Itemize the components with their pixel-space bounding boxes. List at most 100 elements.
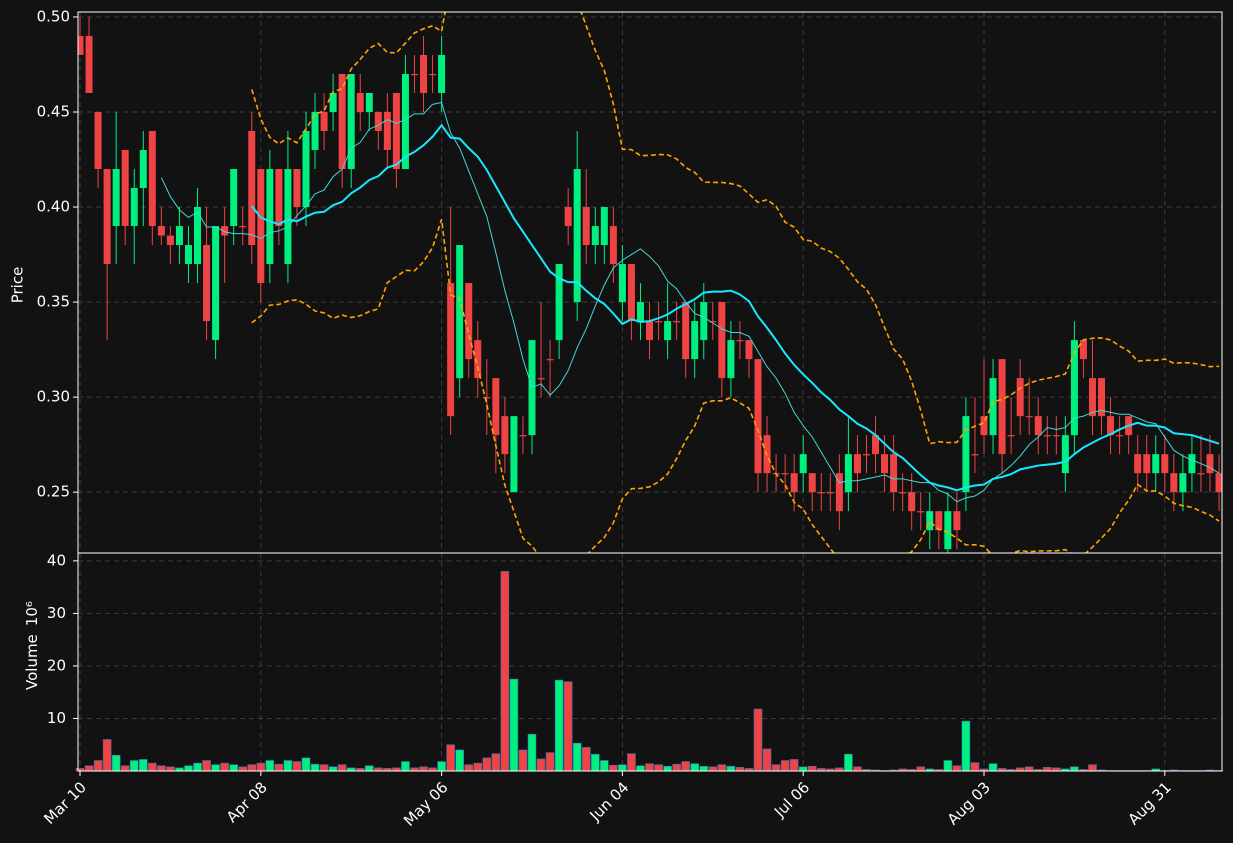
- volume-bar: [708, 766, 718, 772]
- volume-bar: [672, 763, 681, 772]
- candle-body: [1052, 435, 1060, 437]
- volume-bar: [211, 764, 220, 772]
- volume-bar: [554, 679, 564, 772]
- candle-body: [356, 92, 364, 112]
- volume-bar: [256, 762, 266, 772]
- candle-body: [1116, 435, 1124, 437]
- candle-body: [546, 359, 554, 361]
- volume-bar: [970, 762, 980, 772]
- volume-bar: [310, 763, 320, 772]
- candle-body: [1098, 378, 1106, 417]
- candle-body: [655, 321, 663, 323]
- candle-body: [456, 245, 464, 379]
- candle-body: [420, 54, 428, 93]
- candle-body: [212, 226, 220, 341]
- candle-body: [1088, 378, 1096, 417]
- candle-body: [826, 492, 834, 494]
- candle-body: [429, 73, 437, 76]
- y-tick-label: 0.50: [37, 7, 70, 25]
- candle-body: [745, 340, 753, 360]
- candle-body: [691, 321, 699, 360]
- candle-body: [103, 169, 111, 265]
- candle-body: [609, 226, 617, 265]
- volume-bar: [482, 757, 492, 772]
- volume-bar: [844, 753, 853, 772]
- candle-body: [1188, 454, 1196, 474]
- volume-tick-label: 10: [47, 709, 66, 727]
- volume-bar: [1088, 764, 1097, 772]
- candle-body: [347, 73, 355, 170]
- candle-body: [166, 235, 174, 246]
- volume-bar: [645, 763, 654, 772]
- candle-body: [899, 492, 907, 494]
- volume-tick-label: 30: [47, 604, 66, 622]
- volume-tick-label: 40: [47, 551, 66, 569]
- candle-body: [917, 511, 925, 513]
- candle-body: [194, 207, 202, 265]
- candle-body: [1161, 454, 1169, 474]
- candle-body: [872, 435, 880, 455]
- short-moving-average: [160, 101, 1220, 503]
- candle-body: [230, 169, 238, 227]
- volume-label: Volume: [23, 634, 41, 690]
- candle-body: [700, 302, 708, 341]
- volume-bar: [1042, 767, 1052, 772]
- y-tick-label: 0.45: [37, 102, 70, 120]
- volume-bar: [735, 767, 745, 772]
- candle-body: [555, 264, 563, 341]
- volume-bar: [202, 760, 211, 772]
- candle-body: [971, 454, 979, 456]
- candle-body: [1152, 454, 1160, 474]
- candle-body: [139, 150, 147, 189]
- candle-body: [175, 226, 183, 246]
- candle-body: [799, 454, 807, 474]
- candle-body: [962, 416, 970, 493]
- candle-body: [1143, 454, 1151, 474]
- candle-body: [636, 302, 644, 322]
- candle-body: [591, 226, 599, 246]
- candle-body: [148, 130, 156, 227]
- candle-body: [627, 264, 635, 322]
- candle-body: [754, 359, 762, 474]
- candle-body: [1107, 416, 1115, 436]
- candle-body: [673, 321, 681, 323]
- candle-body: [85, 35, 93, 93]
- candle-body: [157, 226, 165, 236]
- volume-bar: [247, 764, 257, 772]
- candle-body: [1179, 473, 1187, 493]
- candle-body: [492, 378, 500, 436]
- volume-bar: [636, 765, 645, 772]
- candle-body: [682, 302, 690, 360]
- volume-bar: [581, 747, 591, 772]
- candle-body: [582, 207, 590, 246]
- volume-bar: [283, 760, 293, 772]
- candle-body: [401, 73, 409, 170]
- volume-bar: [301, 757, 311, 772]
- candle-body: [1170, 473, 1178, 493]
- candle-body: [835, 473, 843, 512]
- volume-bar: [238, 766, 248, 772]
- candle-body: [284, 169, 292, 265]
- y-tick-label: 0.35: [37, 293, 70, 311]
- candle-body: [862, 454, 870, 456]
- volume-bar: [789, 759, 799, 772]
- candle-body: [302, 130, 310, 208]
- volume-bar: [364, 765, 374, 772]
- volume-bar: [853, 766, 862, 772]
- candle-body: [844, 454, 852, 493]
- volume-bar: [943, 760, 953, 772]
- candle-body: [329, 92, 337, 112]
- volume-bar: [1070, 766, 1079, 772]
- candle-body: [853, 454, 861, 474]
- volume-bar: [663, 765, 672, 772]
- candle-body: [410, 73, 418, 76]
- volume-bar: [780, 760, 790, 772]
- volume-bar: [419, 766, 428, 772]
- volume-bar: [536, 758, 546, 772]
- volume-bar: [545, 752, 555, 772]
- candle-body: [130, 188, 138, 227]
- volume-bar: [771, 764, 781, 772]
- candle-body: [573, 169, 581, 303]
